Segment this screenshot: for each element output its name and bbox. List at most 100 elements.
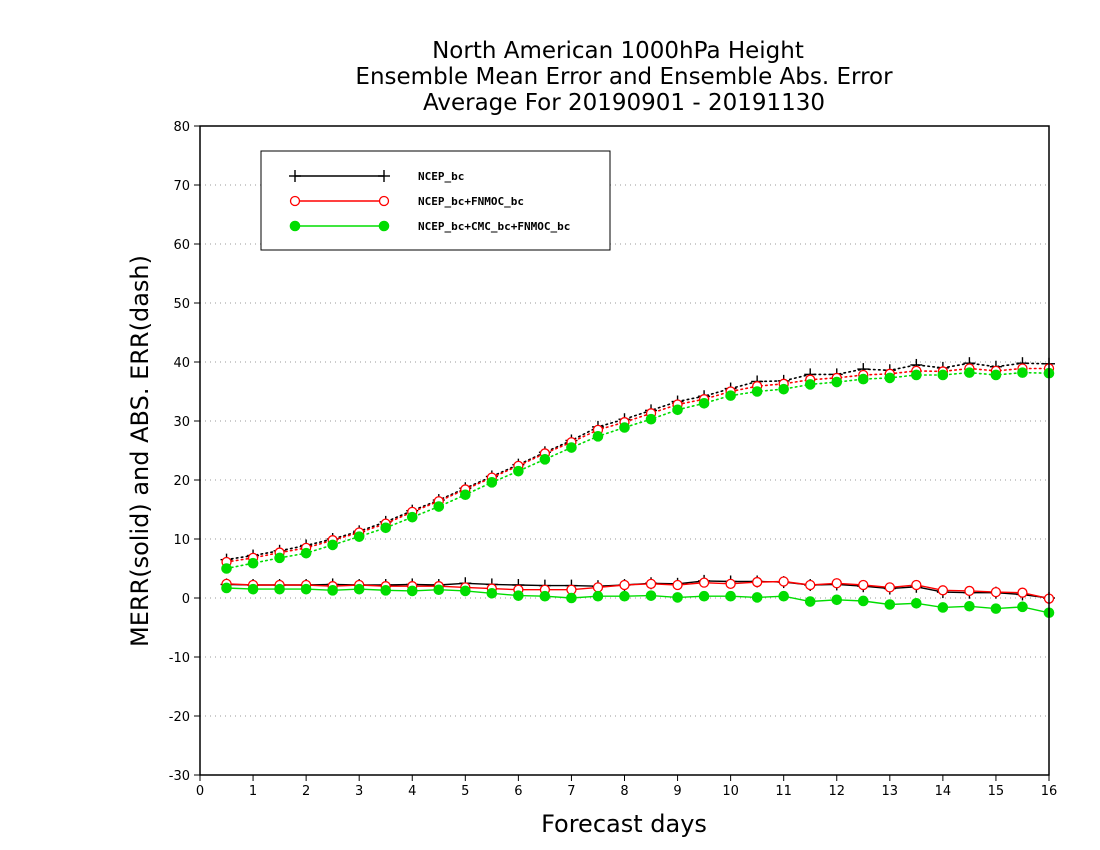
merr-point	[672, 592, 683, 603]
legend-marker	[289, 220, 301, 232]
series-ncep-bc-fnmoc-bc	[221, 363, 1055, 604]
abs-err-point	[778, 383, 789, 395]
merr-point	[752, 576, 763, 588]
x-tick-label: 15	[988, 784, 1005, 799]
merr-point	[513, 590, 524, 601]
x-tick-label: 4	[408, 784, 416, 799]
legend-entry-ncep-bc-cmc-bc-fnmoc-bc: NCEP_bc+CMC_bc+FNMOC_bc	[289, 220, 570, 233]
x-tick-label: 1	[249, 784, 257, 799]
x-tick-label: 6	[514, 784, 522, 799]
gridlines	[200, 184, 1049, 717]
abs-err-point	[247, 557, 259, 569]
abs-err-point	[380, 522, 392, 534]
abs-err-point	[1017, 367, 1028, 378]
abs-err-point	[539, 454, 551, 465]
abs-err-point	[353, 531, 365, 542]
y-tick-label: 60	[173, 238, 190, 253]
merr-point	[884, 599, 896, 610]
x-tick-label: 2	[302, 784, 310, 799]
legend-marker	[289, 170, 301, 182]
merr-point	[778, 590, 789, 602]
merr-point	[698, 590, 710, 602]
merr-point	[805, 579, 816, 591]
merr-point	[645, 590, 657, 601]
abs-err-point	[937, 369, 949, 381]
y-axis-label: MERR(solid) and ABS. ERR(dash)	[126, 255, 154, 647]
x-tick-label: 12	[828, 784, 845, 799]
series-group	[220, 357, 1055, 619]
merr-point	[592, 590, 604, 602]
merr-point	[725, 590, 736, 602]
x-tick-label: 0	[196, 784, 204, 799]
abs-err-point	[566, 442, 577, 453]
abs-err-point	[619, 422, 630, 433]
abs-err-point	[300, 547, 312, 559]
x-tick-label: 16	[1041, 784, 1058, 799]
x-tick-label: 5	[461, 784, 469, 799]
abs-err-point	[831, 376, 843, 388]
abs-err-point	[751, 386, 763, 397]
merr-point	[1017, 587, 1028, 598]
abs-err-point	[433, 501, 445, 512]
y-tick-label: 20	[173, 474, 190, 489]
merr-point	[937, 585, 949, 596]
abs-err-point	[990, 369, 1002, 381]
x-tick-label: 14	[935, 784, 952, 799]
x-tick-label: 10	[722, 784, 739, 799]
x-axis-label: Forecast days	[541, 810, 707, 838]
legend-label: NCEP_bc+CMC_bc+FNMOC_bc	[418, 220, 570, 233]
abs-err-point	[460, 489, 471, 501]
legend-marker	[378, 195, 390, 207]
abs-err-point	[406, 511, 418, 523]
x-tick-label: 7	[567, 784, 575, 799]
abs-err-point	[327, 539, 338, 551]
x-tick-label: 11	[775, 784, 792, 799]
title-line-1: North American 1000hPa Height	[432, 38, 804, 64]
series-ncep-bc	[220, 357, 1055, 604]
abs-err-line-ncep-bc-fnmoc-bc	[225, 367, 1050, 563]
abs-err-point	[221, 563, 232, 574]
chart-title: North American 1000hPa Height Ensemble M…	[355, 38, 893, 116]
y-tick-label: 30	[173, 415, 190, 430]
abs-err-point	[857, 373, 869, 385]
abs-err-point	[513, 465, 524, 477]
y-tick-label: 40	[173, 356, 190, 371]
merr-point	[804, 596, 816, 607]
merr-point	[857, 595, 869, 607]
merr-point	[645, 578, 657, 589]
y-tick-label: 80	[173, 120, 190, 135]
merr-point	[937, 602, 949, 613]
legend-entry-ncep-bc-fnmoc-bc: NCEP_bc+FNMOC_bc	[289, 195, 524, 208]
merr-point	[619, 590, 630, 602]
merr-point	[831, 594, 843, 606]
merr-point	[274, 583, 285, 595]
legend-entry-ncep-bc: NCEP_bc	[289, 170, 464, 183]
merr-point	[539, 590, 551, 602]
merr-point	[858, 579, 869, 591]
merr-point	[831, 578, 842, 589]
merr-point	[300, 583, 312, 595]
merr-point	[433, 584, 445, 596]
series-ncep-bc-cmc-bc-fnmoc-bc	[221, 367, 1055, 619]
y-tick-label: -30	[169, 769, 190, 784]
merr-point	[990, 603, 1002, 614]
abs-err-point	[486, 477, 498, 488]
abs-err-point	[672, 404, 683, 416]
merr-point	[566, 592, 577, 604]
merr-point	[406, 585, 418, 597]
legend-label: NCEP_bc	[418, 170, 464, 183]
y-tick-label: 70	[173, 179, 190, 194]
legend-marker	[378, 220, 390, 232]
abs-err-point	[911, 369, 922, 381]
merr-point	[353, 583, 365, 595]
merr-point	[486, 587, 498, 599]
merr-point	[990, 586, 1002, 598]
abs-err-point	[884, 372, 896, 384]
merr-point	[327, 585, 338, 596]
legend-marker	[378, 170, 390, 182]
abs-err-point	[698, 398, 710, 409]
merr-line-ncep-bc-cmc-bc-fnmoc-bc	[226, 587, 1050, 614]
abs-err-point	[964, 367, 975, 378]
merr-point	[778, 576, 789, 587]
